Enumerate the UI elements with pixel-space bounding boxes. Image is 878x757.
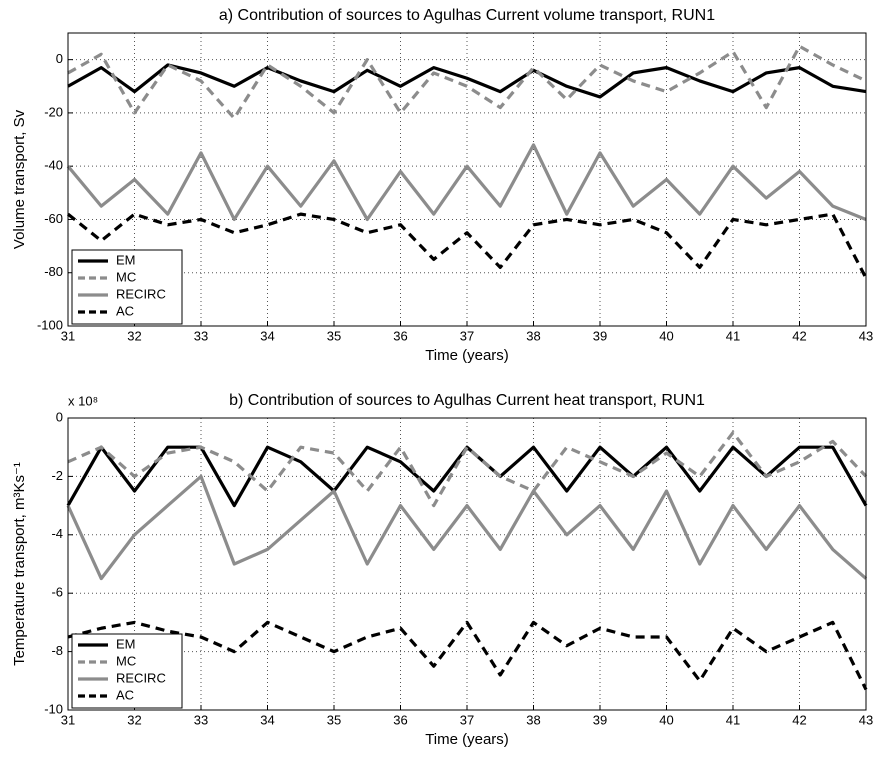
legend-label: AC bbox=[116, 303, 134, 318]
x-tick-label: 39 bbox=[593, 328, 607, 343]
y-axis-label: Volume transport, Sv bbox=[11, 109, 28, 249]
series-line bbox=[67, 620, 868, 691]
x-tick-label: 38 bbox=[526, 328, 540, 343]
x-tick-label: 40 bbox=[659, 328, 673, 343]
x-tick-label: 40 bbox=[659, 712, 673, 727]
plot-frame bbox=[67, 417, 867, 711]
x-tick-label: 36 bbox=[393, 328, 407, 343]
x-tick-label: 35 bbox=[327, 712, 341, 727]
x-tick-label: 31 bbox=[61, 328, 75, 343]
y-tick-label: -20 bbox=[44, 104, 63, 119]
legend-label: MC bbox=[116, 653, 136, 668]
x-tick-label: 37 bbox=[460, 712, 474, 727]
plot-frame bbox=[67, 32, 867, 327]
y-tick-label: -8 bbox=[51, 643, 63, 658]
x-tick-label: 32 bbox=[127, 712, 141, 727]
x-tick-label: 36 bbox=[393, 712, 407, 727]
series-line bbox=[67, 44, 867, 120]
legend-label: EM bbox=[116, 636, 136, 651]
x-tick-label: 37 bbox=[460, 328, 474, 343]
x-tick-label: 32 bbox=[127, 328, 141, 343]
y-tick-label: -10 bbox=[44, 701, 63, 716]
x-tick-label: 34 bbox=[260, 712, 274, 727]
x-tick-label: 38 bbox=[526, 712, 540, 727]
y-tick-label: -80 bbox=[44, 264, 63, 279]
y-tick-label: -4 bbox=[51, 526, 63, 541]
legend-label: RECIRC bbox=[116, 670, 166, 685]
x-axis-label: Time (years) bbox=[425, 731, 509, 748]
x-tick-label: 42 bbox=[792, 712, 806, 727]
y-tick-label: 0 bbox=[56, 409, 63, 424]
x-tick-label: 35 bbox=[327, 328, 341, 343]
x-tick-label: 43 bbox=[859, 328, 873, 343]
x-tick-label: 41 bbox=[726, 328, 740, 343]
x-tick-label: 41 bbox=[726, 712, 740, 727]
y-axis-label: Temperature transport, m³Ks⁻¹ bbox=[11, 462, 28, 666]
x-tick-label: 31 bbox=[61, 712, 75, 727]
series-line bbox=[66, 212, 868, 279]
series-line bbox=[66, 474, 868, 581]
x-tick-label: 34 bbox=[260, 328, 274, 343]
chart-title: b) Contribution of sources to Agulhas Cu… bbox=[229, 392, 705, 409]
chart-title: a) Contribution of sources to Agulhas Cu… bbox=[219, 7, 715, 24]
x-tick-label: 39 bbox=[593, 712, 607, 727]
legend-label: EM bbox=[116, 252, 136, 267]
series-line bbox=[67, 63, 867, 99]
x-tick-label: 33 bbox=[194, 712, 208, 727]
series-line bbox=[66, 445, 868, 508]
legend-label: AC bbox=[116, 687, 134, 702]
legend-label: RECIRC bbox=[116, 286, 166, 301]
y-tick-label: 0 bbox=[56, 51, 63, 66]
x-tick-label: 33 bbox=[194, 328, 208, 343]
series-line bbox=[66, 143, 867, 222]
x-axis-label: Time (years) bbox=[425, 347, 509, 364]
y-tick-label: -2 bbox=[51, 468, 63, 483]
series-line bbox=[67, 431, 868, 508]
x-tick-label: 42 bbox=[792, 328, 806, 343]
y-tick-label: -6 bbox=[51, 585, 63, 600]
annotation: x 10⁸ bbox=[68, 393, 98, 408]
y-tick-label: -60 bbox=[44, 211, 63, 226]
legend-label: MC bbox=[116, 269, 136, 284]
y-tick-label: -40 bbox=[44, 158, 63, 173]
y-tick-label: -100 bbox=[37, 317, 63, 332]
x-tick-label: 43 bbox=[859, 712, 873, 727]
